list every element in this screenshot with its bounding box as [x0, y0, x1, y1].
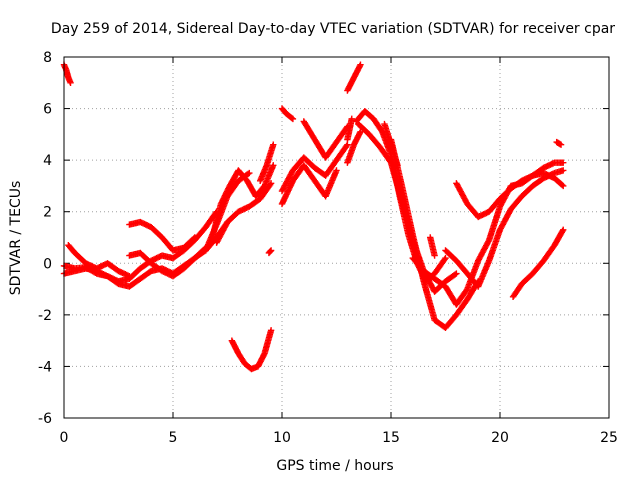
data-point — [270, 141, 277, 148]
data-point — [267, 248, 274, 255]
plot-frame — [63, 56, 610, 419]
series-trace-05 — [126, 218, 198, 254]
x-tick-label: 25 — [600, 430, 618, 446]
data-point — [357, 61, 364, 68]
data-point — [190, 235, 197, 242]
y-tick-label: -2 — [38, 308, 52, 324]
y-tick-label: 4 — [43, 153, 52, 169]
series-trace-27 — [553, 138, 565, 148]
series-trace-10 — [257, 141, 277, 184]
data-point — [266, 181, 274, 188]
x-axis-label: GPS time / hours — [276, 458, 393, 474]
data-layer — [60, 61, 567, 373]
series-trace-17 — [344, 115, 355, 143]
data-point — [343, 142, 350, 150]
x-tick-labels: 0 5 10 15 20 25 — [60, 430, 618, 446]
series-trace-03 — [65, 242, 133, 280]
data-point — [267, 247, 275, 254]
data-point — [244, 170, 252, 178]
data-point — [67, 79, 74, 86]
y-tick-label: 6 — [43, 102, 52, 118]
series-trace-09 — [213, 180, 275, 246]
series-trace-28 — [427, 234, 438, 259]
data-point — [270, 162, 277, 169]
x-tick-label: 0 — [60, 430, 69, 446]
x-tick-label: 5 — [169, 430, 178, 446]
data-point — [267, 180, 275, 187]
data-point — [357, 128, 364, 135]
data-point — [394, 162, 401, 169]
data-point — [442, 254, 449, 262]
data-point — [560, 226, 567, 233]
y-tick-label: 0 — [43, 256, 52, 272]
series-trace-26 — [509, 226, 567, 301]
data-point — [559, 227, 566, 235]
y-axis-label: SDTVAR / TECUs — [8, 181, 24, 296]
data-point — [289, 115, 297, 123]
series-trace-14 — [278, 141, 351, 195]
series-trace-19 — [344, 61, 364, 94]
data-point — [267, 327, 275, 334]
y-tick-label: -4 — [38, 359, 52, 375]
series-trace-16 — [300, 118, 351, 161]
data-point — [333, 167, 340, 174]
data-point — [441, 256, 448, 263]
y-tick-label: 2 — [43, 205, 52, 221]
data-point — [560, 167, 567, 174]
data-point — [558, 181, 566, 189]
data-point — [560, 159, 567, 166]
data-point — [348, 115, 355, 123]
data-point — [560, 182, 567, 190]
data-point — [453, 270, 460, 277]
series-trace-13 — [278, 105, 297, 123]
data-point — [557, 141, 565, 148]
series-trace-12 — [265, 247, 275, 257]
x-tick-label: 20 — [491, 430, 509, 446]
data-point — [451, 271, 459, 278]
series-trace-15 — [278, 162, 340, 208]
y-tick-label: -6 — [38, 411, 52, 427]
data-point — [126, 272, 133, 280]
x-tick-label: 10 — [273, 430, 291, 446]
series-trace-18 — [344, 128, 364, 166]
y-tick-labels: -6 -4 -2 0 2 4 6 8 — [38, 50, 52, 427]
series-trace-11 — [228, 327, 275, 373]
data-point — [288, 114, 296, 122]
series-trace-25 — [453, 169, 567, 221]
x-tick-label: 15 — [382, 430, 400, 446]
series-trace-06 — [126, 244, 209, 280]
data-point — [246, 169, 253, 177]
data-point — [431, 252, 438, 259]
data-point — [191, 234, 198, 241]
y-tick-label: 8 — [43, 50, 52, 66]
chart-title: Day 259 of 2014, Sidereal Day-to-day VTE… — [51, 21, 615, 37]
series-trace-29 — [381, 120, 401, 169]
